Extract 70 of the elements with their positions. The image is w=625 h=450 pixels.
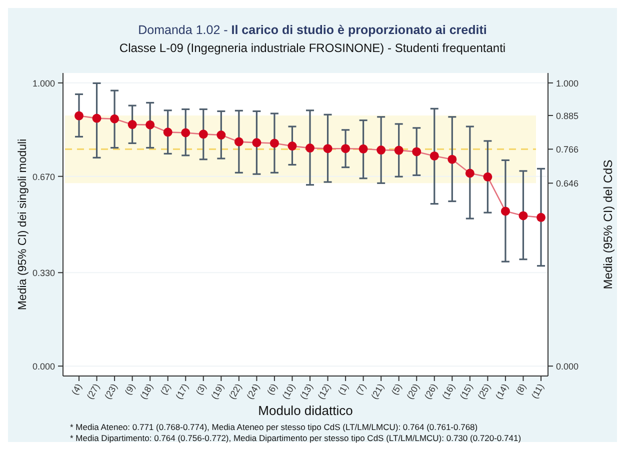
point	[358, 144, 368, 154]
point	[518, 211, 528, 220]
point	[500, 206, 510, 216]
x-tick-label: (5)	[389, 382, 404, 397]
text: * Media Dipartimento: 0.764 (0.756-0.772), Media Dipartimento per stesso tipo CdS (LT/LM/LMCU): 0.730 (0.720-0.741)	[70, 433, 522, 443]
point	[128, 120, 137, 130]
x-tick-label: (27)	[84, 382, 102, 401]
x-tick-label: (7)	[354, 382, 368, 397]
x-tick-label: (9)	[122, 382, 138, 397]
x-tick-label: (22)	[226, 382, 244, 401]
x-tick-label: (20)	[404, 382, 422, 401]
y2-tick-label: 1.000	[556, 78, 579, 88]
point	[146, 120, 155, 130]
point	[394, 146, 404, 155]
point	[465, 168, 474, 178]
point	[323, 144, 332, 154]
point	[288, 142, 297, 151]
point	[412, 147, 422, 156]
x-tick-label: (17)	[174, 382, 190, 401]
y2-tick-label: 0.000	[556, 362, 579, 372]
x-axis-title: Modulo didattico	[258, 403, 353, 418]
x-tick-label: (25)	[476, 382, 492, 401]
chart-subtitle: Classe L-09 (Ingegneria industriale FROSINONE) - Studenti frequentanti	[119, 41, 506, 55]
point	[216, 130, 226, 140]
point	[430, 151, 439, 160]
point	[483, 172, 492, 182]
y-tick-label: 0.330	[32, 268, 55, 278]
x-tick-label: (26)	[422, 382, 440, 401]
point	[376, 146, 386, 155]
y-axis-title: Media (95% CI) dei singoli moduli	[17, 138, 29, 310]
x-tick-label: (13)	[298, 382, 315, 401]
point	[341, 144, 350, 154]
x-tick-label: (24)	[244, 382, 262, 401]
x-tick-label: (6)	[265, 382, 280, 397]
x-tick-label: (10)	[280, 382, 297, 401]
x-tick-label: (1)	[336, 382, 350, 397]
chart-title: Domanda 1.02 - Il carico di studio è proporzionato ai crediti	[138, 23, 487, 37]
x-tick-label: (19)	[209, 382, 226, 401]
y2-tick-label: 0.885	[556, 110, 579, 121]
y2-axis-title: Media (95% CI) del CdS	[601, 160, 615, 290]
point	[198, 130, 208, 139]
point	[234, 137, 244, 146]
x-tick-label: (15)	[458, 382, 475, 401]
point	[163, 128, 172, 137]
x-tick-label: (12)	[316, 382, 332, 401]
point	[74, 111, 84, 120]
point	[181, 128, 190, 138]
y2-tick-label: 0.646	[556, 178, 579, 189]
point	[448, 154, 457, 164]
x-tick-label: (11)	[529, 382, 546, 400]
x-tick-label: (23)	[102, 382, 120, 401]
x-tick-label: (4)	[70, 382, 84, 397]
y2-tick-label: 0.766	[556, 144, 579, 155]
x-tick-label: (8)	[514, 382, 528, 397]
x-tick-label: (3)	[194, 382, 208, 397]
y-tick-label: 0.000	[32, 362, 55, 372]
point	[536, 212, 546, 222]
x-tick-label: (18)	[138, 382, 155, 401]
text: * Media Ateneo: 0.771 (0.768-0.774), Media Ateneo per stesso tipo CdS (LT/LM/LMCU): 0.764 (0.761-0.768)	[70, 422, 478, 432]
x-tick-label: (2)	[158, 382, 173, 397]
x-tick-label: (14)	[494, 382, 510, 401]
point	[270, 138, 279, 148]
y-tick-label: 1.000	[32, 78, 55, 88]
point	[92, 114, 102, 123]
point	[306, 144, 314, 153]
x-tick-label: (16)	[440, 382, 457, 401]
point	[252, 138, 262, 148]
point	[110, 114, 120, 124]
x-tick-label: (21)	[369, 382, 386, 401]
y-tick-label: 0.670	[32, 172, 55, 182]
